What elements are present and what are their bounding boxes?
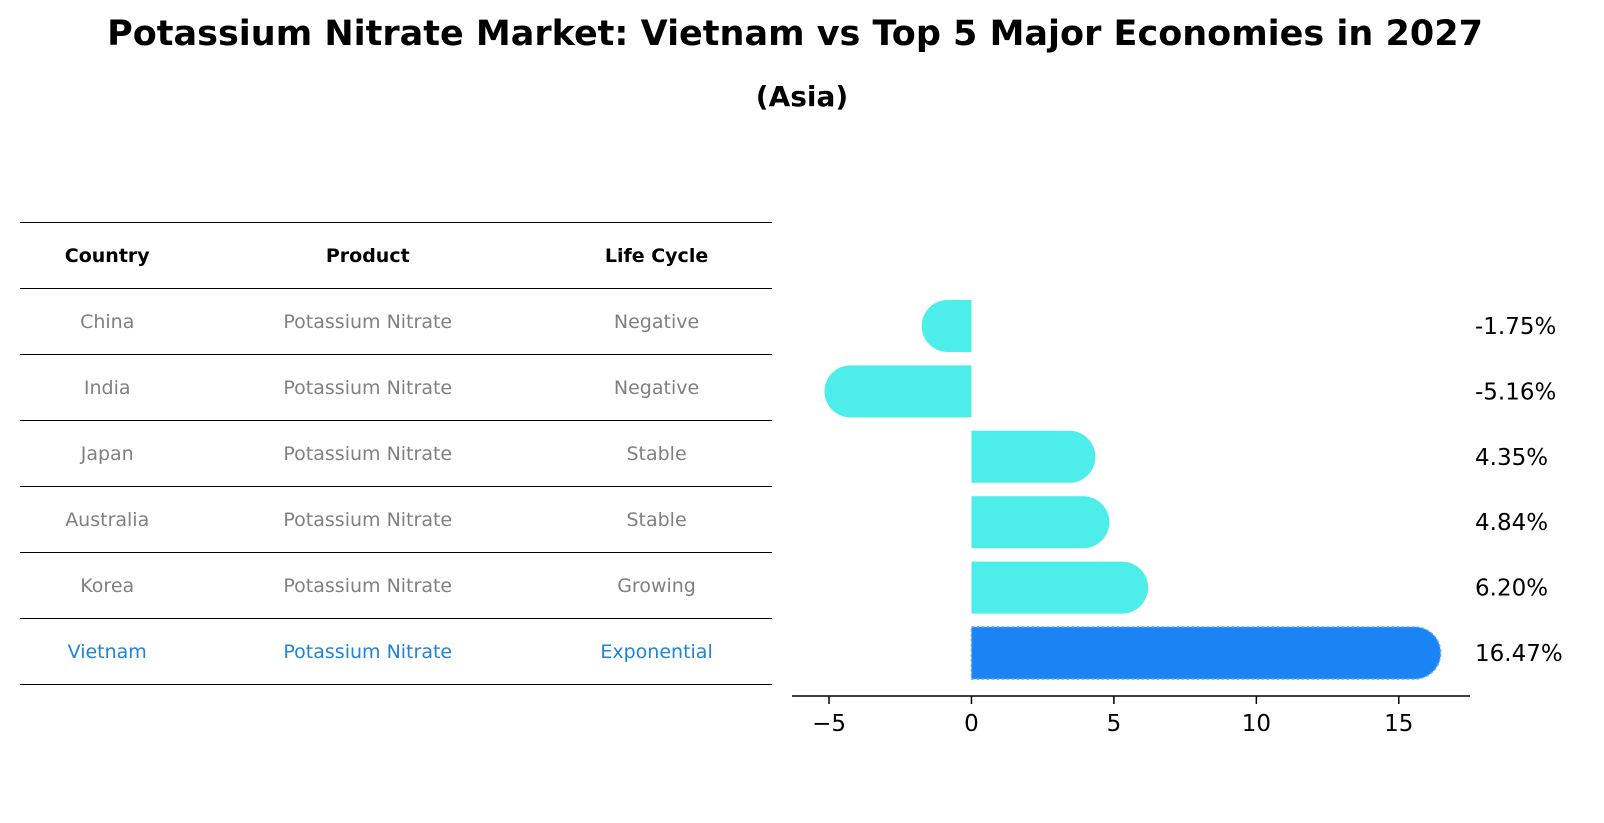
- bar-china: [921, 300, 972, 352]
- bar-korea: [971, 561, 1149, 614]
- table-row: Australia Potassium Nitrate Stable: [20, 486, 772, 553]
- value-label: 16.47%: [1475, 641, 1563, 667]
- cell-product: Potassium Nitrate: [194, 288, 542, 355]
- x-tick-label: 10: [1242, 711, 1271, 737]
- cell-country: Australia: [20, 486, 195, 553]
- table-row: Japan Potassium Nitrate Stable: [20, 420, 772, 487]
- chart-subtitle: (Asia): [755, 80, 849, 113]
- x-tick-label: 5: [1107, 711, 1122, 737]
- bar-vietnam: [970, 626, 1442, 680]
- table-row-highlight: Vietnam Potassium Nitrate Exponential: [20, 618, 772, 685]
- cell-product: Potassium Nitrate: [194, 486, 542, 553]
- cell-life-cycle: Negative: [541, 288, 772, 355]
- cell-country: China: [20, 288, 195, 355]
- cell-life-cycle: Negative: [541, 354, 772, 421]
- cell-country: Japan: [20, 420, 195, 487]
- cell-life-cycle: Stable: [541, 420, 772, 487]
- value-label: -5.16%: [1475, 379, 1556, 405]
- table-row: Korea Potassium Nitrate Growing: [20, 552, 772, 619]
- bar-japan: [971, 430, 1096, 483]
- bar-india: [824, 365, 972, 418]
- chart-title: Potassium Nitrate Market: Vietnam vs Top…: [107, 14, 1483, 54]
- table-header-row: Country Product Life Cycle: [20, 222, 772, 289]
- cell-life-cycle: Exponential: [541, 618, 772, 685]
- value-label: 6.20%: [1475, 576, 1548, 602]
- value-label: 4.35%: [1475, 445, 1548, 471]
- bar-australia: [971, 496, 1110, 549]
- x-tick-label: −5: [812, 711, 846, 737]
- cell-life-cycle: Growing: [541, 552, 772, 619]
- cell-product: Potassium Nitrate: [194, 354, 542, 421]
- header-country: Country: [20, 222, 195, 289]
- cell-country: India: [20, 354, 195, 421]
- cell-country: Vietnam: [20, 618, 195, 685]
- header-product: Product: [194, 222, 542, 289]
- table-row: China Potassium Nitrate Negative: [20, 288, 772, 355]
- comparison-table: Country Product Life Cycle China Potassi…: [20, 222, 772, 685]
- cell-product: Potassium Nitrate: [194, 552, 542, 619]
- x-tick-label: 15: [1384, 711, 1413, 737]
- cell-life-cycle: Stable: [541, 486, 772, 553]
- x-tick-label: 0: [964, 711, 979, 737]
- header-life-cycle: Life Cycle: [541, 222, 772, 289]
- value-label: 4.84%: [1475, 510, 1548, 536]
- value-label: -1.75%: [1475, 314, 1556, 340]
- cell-product: Potassium Nitrate: [194, 618, 542, 685]
- cell-country: Korea: [20, 552, 195, 619]
- cell-product: Potassium Nitrate: [194, 420, 542, 487]
- table-row: India Potassium Nitrate Negative: [20, 354, 772, 421]
